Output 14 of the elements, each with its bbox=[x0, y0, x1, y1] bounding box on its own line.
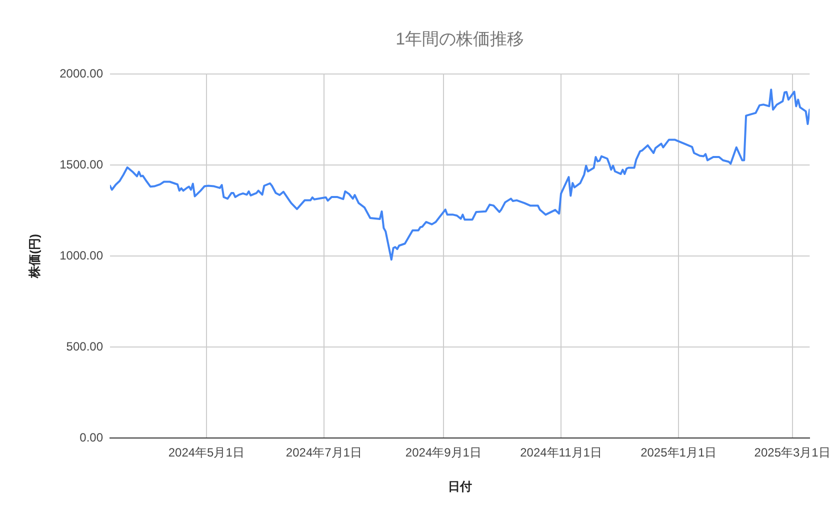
y-tick-label: 0.00 bbox=[80, 430, 104, 444]
x-tick-label: 2024年9月1日 bbox=[405, 446, 482, 460]
x-tick-label: 2024年11月1日 bbox=[520, 446, 602, 460]
x-tick-label: 2025年1月1日 bbox=[640, 446, 717, 460]
y-tick-label: 500.00 bbox=[66, 339, 104, 354]
x-tick-label: 2024年7月1日 bbox=[286, 446, 362, 460]
x-tick-label: 2024年5月1日 bbox=[168, 446, 244, 460]
x-axis-title: 日付 bbox=[448, 479, 472, 494]
x-tick-label: 2025年3月1日 bbox=[754, 446, 830, 460]
y-tick-label: 1500.00 bbox=[60, 157, 104, 172]
y-tick-label: 2000.00 bbox=[60, 66, 104, 80]
y-axis-title: 株価(円) bbox=[27, 234, 42, 279]
chart-title: 1年間の株価推移 bbox=[396, 30, 524, 49]
y-tick-label: 1000.00 bbox=[60, 248, 104, 262]
